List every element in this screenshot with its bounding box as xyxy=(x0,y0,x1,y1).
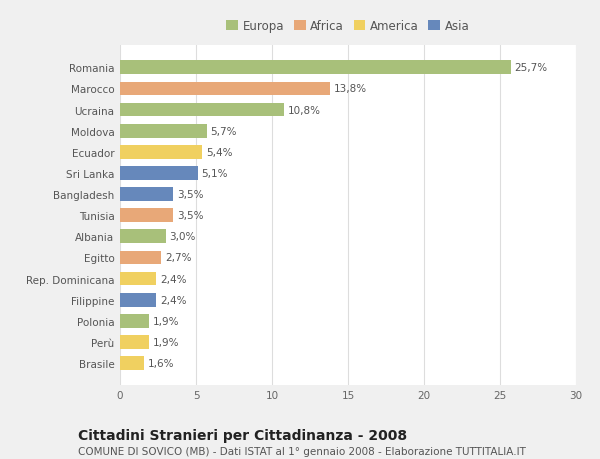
Text: 10,8%: 10,8% xyxy=(288,106,321,115)
Legend: Europa, Africa, America, Asia: Europa, Africa, America, Asia xyxy=(224,18,472,35)
Bar xyxy=(120,357,145,370)
Bar xyxy=(120,83,330,96)
Text: 2,4%: 2,4% xyxy=(160,274,187,284)
Text: 1,9%: 1,9% xyxy=(152,316,179,326)
Bar xyxy=(120,167,197,180)
Text: 13,8%: 13,8% xyxy=(334,84,367,94)
Bar xyxy=(120,103,284,117)
Text: 3,5%: 3,5% xyxy=(177,190,203,200)
Text: 25,7%: 25,7% xyxy=(514,63,548,73)
Text: 2,7%: 2,7% xyxy=(165,253,191,263)
Bar xyxy=(120,314,149,328)
Bar xyxy=(120,272,157,286)
Text: 5,7%: 5,7% xyxy=(211,126,237,136)
Bar xyxy=(120,293,157,307)
Text: 1,6%: 1,6% xyxy=(148,358,175,368)
Text: 2,4%: 2,4% xyxy=(160,295,187,305)
Bar xyxy=(120,230,166,244)
Bar xyxy=(120,124,206,138)
Bar xyxy=(120,336,149,349)
Bar xyxy=(120,251,161,265)
Bar xyxy=(120,62,511,75)
Text: Cittadini Stranieri per Cittadinanza - 2008: Cittadini Stranieri per Cittadinanza - 2… xyxy=(78,428,407,442)
Bar xyxy=(120,209,173,223)
Text: 1,9%: 1,9% xyxy=(152,337,179,347)
Text: 3,0%: 3,0% xyxy=(169,232,196,242)
Text: 3,5%: 3,5% xyxy=(177,211,203,221)
Bar xyxy=(120,146,202,159)
Text: 5,4%: 5,4% xyxy=(206,147,232,157)
Bar xyxy=(120,188,173,202)
Text: COMUNE DI SOVICO (MB) - Dati ISTAT al 1° gennaio 2008 - Elaborazione TUTTITALIA.: COMUNE DI SOVICO (MB) - Dati ISTAT al 1°… xyxy=(78,446,526,456)
Text: 5,1%: 5,1% xyxy=(202,168,228,179)
